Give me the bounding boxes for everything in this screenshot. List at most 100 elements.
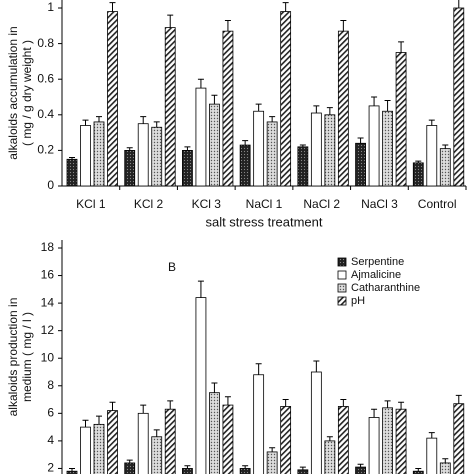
- y-tick-label: 14: [41, 295, 55, 309]
- error-bar: [197, 78, 204, 89]
- y-tick-label: 12: [41, 323, 55, 337]
- error-bar: [299, 144, 306, 147]
- bar: [280, 11, 292, 187]
- bar: [209, 392, 220, 474]
- y-tick-label: 18: [41, 240, 55, 254]
- bar: [368, 105, 380, 187]
- legend-label: Serpentine: [351, 256, 404, 268]
- bar: [124, 462, 136, 474]
- error-bar: [184, 146, 191, 151]
- x-axis-label: salt stress treatment: [205, 214, 322, 229]
- error-bar: [357, 463, 364, 468]
- legend-label: pH: [351, 295, 365, 307]
- bar: [107, 11, 118, 187]
- error-bar: [197, 280, 204, 298]
- legend-label: Ajmalicine: [351, 269, 401, 281]
- error-bar: [242, 465, 249, 469]
- x-tick-label: KCl 3: [192, 197, 222, 211]
- error-bar: [167, 400, 174, 410]
- y-tick-label: 4: [47, 433, 54, 447]
- bar: [426, 437, 438, 474]
- error-bar: [109, 401, 116, 411]
- error-bar: [109, 2, 116, 12]
- y-tick-label: 0: [47, 178, 54, 192]
- error-bar: [211, 94, 218, 105]
- error-bar: [126, 459, 133, 463]
- error-bar: [442, 458, 449, 463]
- error-bar: [224, 19, 231, 32]
- y-tick-label: 0.8: [37, 36, 54, 50]
- y-axis-label: medium ( mg / l ): [20, 312, 34, 402]
- bar: [107, 410, 118, 474]
- y-tick-label: 0.6: [37, 71, 54, 85]
- error-bar: [69, 467, 75, 472]
- bar: [222, 30, 234, 187]
- bar: [124, 149, 136, 187]
- bar: [395, 408, 407, 474]
- error-bar: [384, 400, 391, 408]
- y-tick-label: 2: [47, 461, 54, 474]
- bar: [182, 149, 193, 187]
- bar: [137, 123, 149, 187]
- error-bar: [371, 408, 378, 418]
- panel-label: B: [168, 260, 176, 274]
- error-bar: [96, 415, 102, 425]
- error-bar: [326, 107, 333, 115]
- y-tick-label: 10: [41, 350, 55, 364]
- error-bar: [415, 467, 422, 472]
- bar: [337, 406, 349, 474]
- legend-swatch: [337, 270, 347, 280]
- bar: [297, 146, 309, 187]
- y-tick-label: 0.4: [37, 107, 54, 121]
- legend-swatch: [337, 283, 347, 293]
- legend-label: Catharanthine: [351, 282, 420, 294]
- bar: [253, 110, 265, 187]
- bar: [80, 426, 91, 474]
- y-axis-label: alkaloids production in: [6, 298, 20, 417]
- bar: [151, 436, 163, 474]
- x-tick-label: Control: [418, 197, 457, 211]
- error-bar: [371, 96, 378, 106]
- y-tick-label: 0.2: [37, 143, 54, 157]
- x-tick-label: NaCl 2: [303, 197, 340, 211]
- error-bar: [126, 147, 133, 151]
- bar: [355, 142, 366, 187]
- bar: [266, 121, 278, 187]
- error-bar: [340, 19, 347, 32]
- bar: [266, 451, 278, 474]
- bar: [239, 144, 251, 187]
- bar: [439, 148, 451, 187]
- x-tick-label: NaCl 3: [361, 197, 398, 211]
- bar: [164, 27, 176, 187]
- error-bar: [357, 137, 364, 144]
- y-axis-label: ( mg / g dry weight ): [20, 40, 34, 146]
- bar: [324, 440, 336, 474]
- error-bar: [398, 401, 405, 410]
- error-bar: [340, 399, 347, 407]
- error-bar: [299, 466, 306, 470]
- error-bar: [82, 119, 89, 126]
- error-bar: [184, 465, 191, 469]
- error-bar: [455, 394, 462, 404]
- error-bar: [428, 119, 435, 126]
- error-bar: [167, 14, 174, 28]
- error-bar: [282, 399, 289, 407]
- error-bar: [313, 360, 320, 372]
- error-bar: [140, 116, 147, 124]
- error-bar: [224, 396, 231, 406]
- bar: [355, 466, 366, 474]
- bar: [453, 7, 465, 187]
- bar: [395, 52, 407, 187]
- y-tick-label: 6: [47, 406, 54, 420]
- error-bar: [326, 436, 333, 441]
- bar: [66, 158, 78, 187]
- bar: [310, 112, 322, 187]
- error-bar: [428, 432, 435, 439]
- bar: [453, 403, 465, 474]
- bar: [151, 126, 163, 187]
- bar: [324, 114, 336, 187]
- x-tick-label: KCl 2: [134, 197, 164, 211]
- bar: [182, 468, 193, 474]
- bar: [297, 469, 309, 474]
